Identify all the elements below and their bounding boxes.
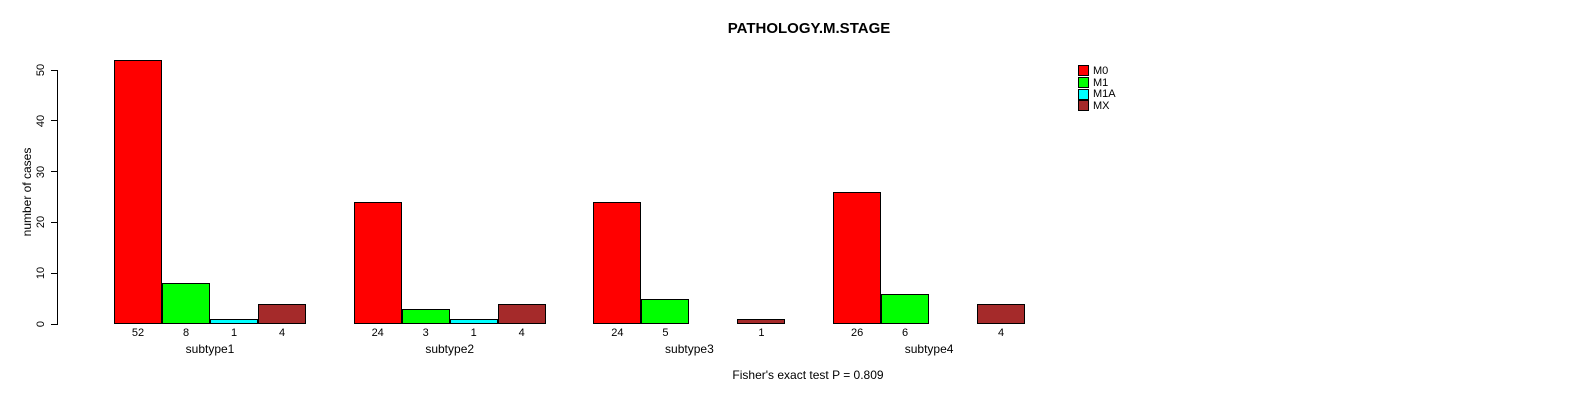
y-tick <box>51 221 58 223</box>
y-tick <box>51 272 58 274</box>
y-tick <box>51 120 58 122</box>
bar-value-label: 26 <box>850 327 864 339</box>
y-tick-label: 0 <box>35 320 47 328</box>
bar-value-label: 5 <box>662 327 669 339</box>
y-tick <box>51 69 58 71</box>
y-axis-line <box>57 70 58 325</box>
bar-m1-subtype1 <box>162 283 210 324</box>
y-tick-label: 30 <box>35 165 47 178</box>
bar-value-label: 4 <box>278 327 286 339</box>
bar-value-label: 1 <box>470 327 477 339</box>
y-tick-label: 50 <box>35 63 47 77</box>
legend-item: M1A <box>1078 88 1116 100</box>
legend-item: MX <box>1078 100 1116 112</box>
legend: M0 M1 M1A MX <box>1078 65 1116 112</box>
bar-value-label: 24 <box>611 327 624 339</box>
bar-value-label: 8 <box>182 327 190 339</box>
bar-value-label: 1 <box>230 327 238 339</box>
legend-item: M0 <box>1078 65 1116 77</box>
bar-value-label: 4 <box>998 327 1005 339</box>
y-tick-label: 20 <box>35 216 47 229</box>
y-tick <box>51 171 58 173</box>
bar-m1-subtype3 <box>641 299 690 324</box>
legend-swatch <box>1078 77 1089 89</box>
bar-m1-subtype4 <box>881 294 930 324</box>
category-label: subtype3 <box>665 342 714 356</box>
bar-m1-subtype2 <box>401 309 450 324</box>
bar-m1a-subtype2 <box>449 319 498 324</box>
bar-m0-subtype2 <box>353 202 402 324</box>
bar-m0-subtype3 <box>593 202 642 324</box>
bar-mx-subtype4 <box>977 304 1026 324</box>
bar-mx-subtype3 <box>737 319 786 324</box>
bar-m0-subtype4 <box>833 192 882 324</box>
bar-value-label: 3 <box>422 327 429 339</box>
bar-value-label: 52 <box>131 327 145 339</box>
bar-value-label: 4 <box>518 327 525 339</box>
bar-value-label: 24 <box>371 327 384 339</box>
category-label: subtype4 <box>904 342 954 356</box>
legend-label: M1A <box>1093 88 1116 101</box>
bar-value-label: 6 <box>902 327 909 339</box>
legend-swatch <box>1078 88 1089 100</box>
y-axis-title: number of cases <box>20 147 34 237</box>
legend-swatch <box>1078 65 1089 77</box>
legend-swatch <box>1078 100 1089 112</box>
bar-m0-subtype1 <box>114 60 162 324</box>
category-label: subtype1 <box>185 342 235 356</box>
legend-label: M1 <box>1093 76 1109 89</box>
legend-label: M0 <box>1093 64 1109 77</box>
y-tick-label: 10 <box>35 267 47 280</box>
chart-title: PATHOLOGY.M.STAGE <box>727 20 891 37</box>
bar-m1a-subtype1 <box>210 319 258 324</box>
y-tick-label: 40 <box>35 114 47 127</box>
stat-annotation: Fisher's exact test P = 0.809 <box>732 368 884 382</box>
bar-value-label: 1 <box>758 327 765 339</box>
y-tick <box>51 323 58 325</box>
legend-label: MX <box>1093 99 1110 112</box>
bar-mx-subtype1 <box>258 304 306 324</box>
legend-item: M1 <box>1078 77 1116 89</box>
bar-mx-subtype2 <box>497 304 546 324</box>
category-label: subtype2 <box>425 342 475 356</box>
